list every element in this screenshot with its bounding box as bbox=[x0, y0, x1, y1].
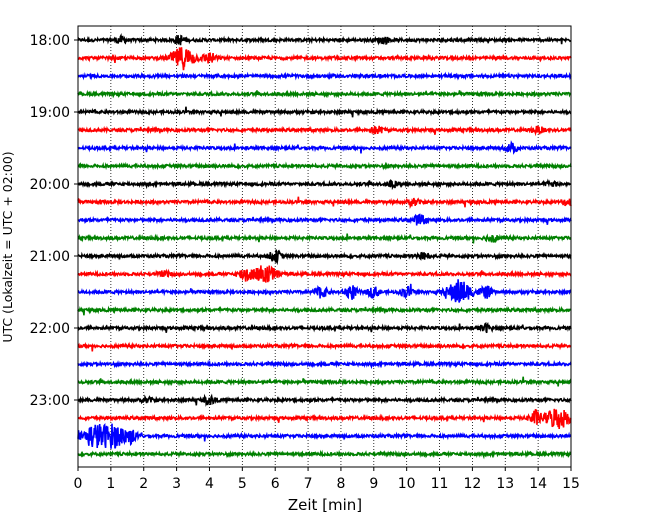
trace-1815 bbox=[77, 47, 572, 71]
seismogram-traces bbox=[77, 33, 572, 460]
trace-2115 bbox=[77, 265, 572, 283]
trace-2215 bbox=[77, 341, 572, 352]
x-axis-label: Zeit [min] bbox=[288, 496, 362, 514]
trace-2030 bbox=[77, 213, 572, 226]
trace-2345 bbox=[77, 449, 572, 460]
trace-2330 bbox=[77, 422, 572, 449]
x-tick-label: 4 bbox=[205, 476, 214, 492]
x-tick-label: 15 bbox=[562, 476, 580, 492]
trace-2130 bbox=[77, 279, 572, 303]
trace-2200 bbox=[77, 322, 572, 334]
x-tick-label: 0 bbox=[74, 476, 83, 492]
x-tick-label: 7 bbox=[304, 476, 313, 492]
trace-1845 bbox=[77, 89, 572, 99]
trace-1900 bbox=[77, 106, 572, 118]
x-tick-label: 10 bbox=[398, 476, 416, 492]
y-tick-label: 21:00 bbox=[30, 249, 70, 265]
trace-2315 bbox=[77, 408, 572, 429]
x-tick-label: 5 bbox=[238, 476, 247, 492]
trace-2000 bbox=[77, 178, 572, 191]
x-axis-ticks: 0 1 2 3 4 5 6 7 8 9 10 11 12 13 14 15 bbox=[74, 467, 580, 492]
x-tick-label: 13 bbox=[496, 476, 514, 492]
y-tick-label: 18:00 bbox=[30, 33, 70, 49]
trace-2015 bbox=[77, 196, 572, 210]
x-tick-label: 9 bbox=[369, 476, 378, 492]
x-tick-label: 6 bbox=[271, 476, 280, 492]
trace-1915 bbox=[77, 125, 572, 137]
trace-1930 bbox=[77, 140, 572, 155]
trace-2145 bbox=[77, 305, 572, 316]
x-tick-label: 3 bbox=[172, 476, 181, 492]
trace-2045 bbox=[77, 233, 572, 244]
trace-1945 bbox=[77, 161, 572, 171]
trace-1800 bbox=[77, 33, 572, 46]
x-tick-label: 12 bbox=[463, 476, 481, 492]
y-axis-label: UTC (Lokalzeit = UTC + 02:00) bbox=[0, 151, 15, 342]
x-tick-label: 11 bbox=[431, 476, 449, 492]
y-axis-ticks: 18:00 19:00 20:00 21:00 22:00 23:00 bbox=[30, 33, 78, 409]
trace-1830 bbox=[77, 71, 572, 81]
x-tick-label: 1 bbox=[106, 476, 115, 492]
trace-2300 bbox=[77, 393, 572, 407]
y-tick-label: 20:00 bbox=[30, 177, 70, 193]
x-tick-label: 2 bbox=[139, 476, 148, 492]
trace-2100 bbox=[77, 249, 572, 266]
x-tick-label: 8 bbox=[336, 476, 345, 492]
y-tick-label: 23:00 bbox=[30, 393, 70, 409]
trace-2245 bbox=[77, 376, 572, 387]
x-tick-label: 14 bbox=[529, 476, 547, 492]
trace-2230 bbox=[77, 359, 572, 370]
plot-frame bbox=[77, 25, 572, 468]
y-tick-label: 19:00 bbox=[30, 105, 70, 121]
y-tick-label: 22:00 bbox=[30, 321, 70, 337]
